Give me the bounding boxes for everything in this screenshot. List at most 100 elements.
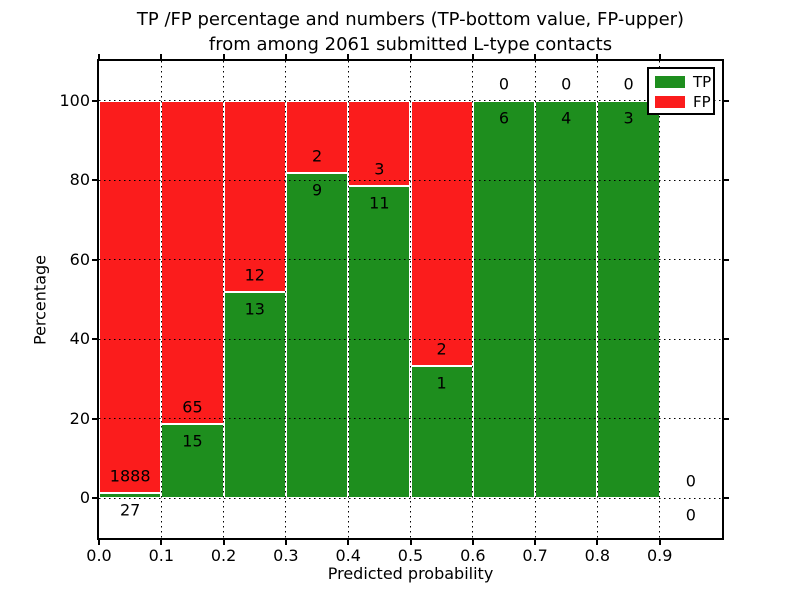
x-tick: [347, 540, 350, 545]
x-axis-label: Predicted probability: [327, 564, 494, 583]
y-tick-label: 100: [59, 90, 90, 110]
bar-tp-segment: [161, 423, 224, 499]
bar-tp-count-label: 1: [436, 373, 447, 393]
x-tick-top: [98, 54, 100, 59]
bar-tp-segment: [597, 100, 660, 499]
x-tick-top: [284, 54, 287, 59]
chart-title-line-1: TP /FP percentage and numbers (TP-bottom…: [136, 9, 685, 30]
bar-tp-count-label: 15: [182, 431, 203, 451]
x-tick: [284, 540, 287, 545]
y-tick-right: [724, 417, 729, 420]
bar-fp-count-label: 0: [561, 74, 572, 94]
bar-tp-segment: [348, 185, 411, 499]
x-tick-label: 0.2: [210, 546, 237, 565]
x-tick-top: [409, 54, 412, 59]
grid-line-x-0.7: [534, 61, 536, 538]
x-tick-label: 0.9: [646, 546, 673, 565]
bar-fp-count-label: 3: [374, 159, 385, 179]
bar-tp-count-label: 9: [311, 180, 323, 200]
x-tick-top: [222, 54, 225, 59]
y-tick-right: [724, 338, 729, 341]
bar-fp-count-label: 1888: [109, 466, 151, 486]
bar-fp-segment: [161, 100, 224, 424]
y-tick: [92, 338, 97, 341]
x-tick-top: [534, 54, 537, 59]
x-tick-top: [471, 54, 474, 59]
x-tick: [471, 540, 474, 545]
x-tick: [160, 540, 163, 545]
legend-fp-swatch: [655, 96, 685, 108]
bar-tp-segment: [223, 291, 286, 499]
x-tick-label: 0.8: [584, 546, 611, 565]
x-tick-top: [160, 54, 163, 59]
x-tick-label: 0.1: [148, 546, 175, 565]
grid-line-x-0.3: [285, 61, 287, 538]
bar-tp-segment: [472, 100, 536, 499]
bar-fp-count-label: 65: [182, 397, 203, 417]
x-tick-label: 0.3: [273, 546, 299, 565]
bar-fp-count-label: 2: [436, 339, 447, 359]
bar-fp-count-label: 0: [623, 74, 634, 94]
bar-fp-segment: [99, 100, 162, 493]
bar-fp-segment: [348, 100, 411, 186]
bar-tp-count-label: 13: [244, 299, 265, 319]
bar-tp-count-label: 4: [561, 108, 572, 128]
grid-line-x-0.6: [472, 61, 474, 538]
chart-title: TP /FP percentage and numbers (TP-bottom…: [99, 7, 722, 57]
y-tick: [92, 99, 97, 102]
y-tick: [92, 258, 97, 261]
bar-fp-segment: [223, 100, 286, 292]
y-tick-right: [724, 497, 729, 500]
y-tick-label: 40: [69, 329, 90, 349]
bar-tp-segment: [285, 173, 349, 499]
bar-fp-segment: [285, 100, 349, 173]
bar-fp-count-label: 2: [311, 146, 323, 166]
legend-tp-swatch: [655, 76, 685, 88]
chart-title-line-2: from among 2061 submitted L-type contact…: [208, 34, 613, 55]
legend-fp-label: FP: [693, 93, 711, 111]
y-tick: [92, 417, 97, 420]
x-tick: [596, 540, 599, 545]
bar-fp-count-label: 12: [244, 265, 265, 285]
bar-fp-count-label: 0: [685, 471, 696, 491]
grid-line-x-0.9: [659, 61, 661, 538]
x-tick-top: [347, 54, 350, 59]
bar-tp-count-label: 0: [685, 505, 696, 525]
y-tick-label: 80: [69, 170, 90, 190]
x-tick-label: 0.4: [335, 546, 361, 565]
y-tick-right: [724, 258, 729, 261]
y-tick-label: 20: [69, 408, 90, 428]
x-tick-label: 0.7: [522, 546, 548, 565]
grid-line-x-0.4: [347, 61, 349, 538]
grid-line-x-0.8: [596, 61, 598, 538]
y-tick-label: 0: [79, 488, 90, 508]
bar-tp-segment: [535, 100, 598, 499]
legend: TP FP: [647, 67, 715, 115]
x-tick-top: [658, 54, 661, 59]
bar-tp-segment: [410, 365, 473, 499]
x-tick-label: 0.0: [86, 546, 112, 565]
bar-tp-count-label: 27: [119, 500, 141, 520]
x-tick: [658, 540, 661, 545]
x-tick-label: 0.6: [460, 546, 486, 565]
grid-line-x-0.2: [223, 61, 225, 538]
x-tick: [534, 540, 537, 545]
y-tick: [92, 497, 97, 500]
grid-line-x-0.5: [410, 61, 411, 538]
x-tick-label: 0.5: [397, 546, 424, 565]
x-tick: [222, 540, 225, 545]
bar-fp-segment: [410, 100, 473, 366]
x-tick: [409, 540, 412, 545]
bar-tp-count-label: 11: [369, 193, 390, 213]
bar-fp-count-label: 0: [498, 74, 510, 94]
y-tick: [92, 179, 97, 182]
y-tick-right: [724, 179, 729, 182]
bar-tp-count-label: 6: [498, 108, 510, 128]
y-tick-label: 60: [69, 249, 90, 269]
bar-tp-count-label: 3: [623, 108, 634, 128]
x-tick: [98, 540, 100, 545]
legend-tp-label: TP: [693, 73, 712, 91]
y-tick-right: [724, 99, 729, 102]
grid-line-x-0.1: [160, 61, 162, 538]
